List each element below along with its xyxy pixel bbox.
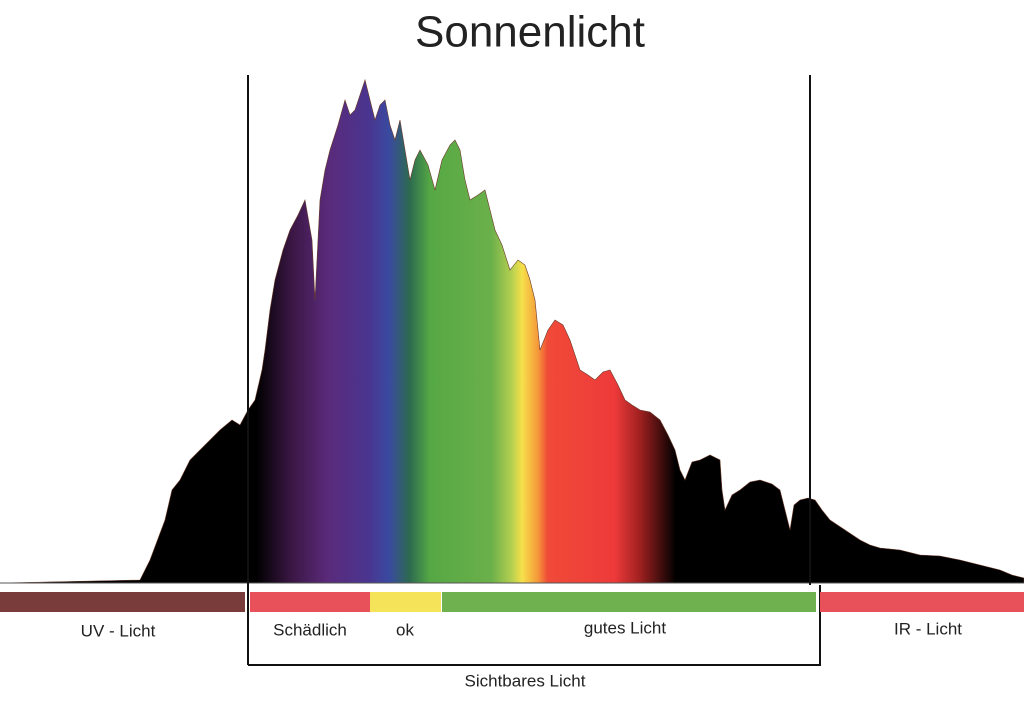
band-label: gutes Licht bbox=[584, 618, 666, 637]
band-label: IR - Licht bbox=[894, 619, 962, 638]
band-harmful bbox=[250, 592, 370, 612]
band-good bbox=[442, 592, 816, 612]
spectrum bbox=[0, 78, 1024, 584]
band-ok bbox=[370, 592, 441, 612]
band-uv bbox=[0, 592, 245, 612]
band-label: Schädlich bbox=[273, 620, 347, 639]
band-label: UV - Licht bbox=[81, 621, 156, 640]
band-ir bbox=[820, 592, 1024, 612]
title: Sonnenlicht bbox=[415, 8, 645, 57]
band-label: ok bbox=[396, 620, 414, 639]
bracket-label: Sichtbares Licht bbox=[465, 671, 586, 690]
